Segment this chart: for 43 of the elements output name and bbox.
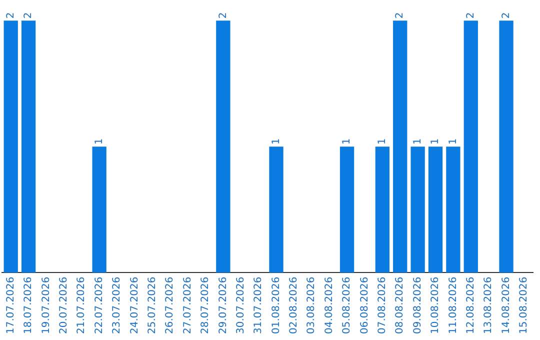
x-tick-label: 28.07.2026 <box>200 276 212 334</box>
x-tick-label: 09.08.2026 <box>412 276 424 334</box>
x-tick-label: 11.08.2026 <box>448 276 459 334</box>
data-label: 1 <box>342 138 353 145</box>
x-tick-label: 21.07.2026 <box>76 276 88 334</box>
x-tick-label: 15.08.2026 <box>518 276 530 334</box>
x-tick-label: 19.07.2026 <box>40 276 52 334</box>
x-tick-label: 01.08.2026 <box>270 276 282 334</box>
x-tick-label: 12.08.2026 <box>465 276 476 334</box>
data-label: 2 <box>465 12 476 19</box>
data-label: 2 <box>500 12 512 19</box>
data-label: 2 <box>394 12 406 19</box>
x-tick-label: 20.07.2026 <box>58 276 70 334</box>
data-label: 1 <box>270 138 282 145</box>
x-tick-label: 22.07.2026 <box>94 276 105 334</box>
x-tick-label: 02.08.2026 <box>288 276 300 334</box>
x-tick-label: 08.08.2026 <box>394 276 406 334</box>
x-tick-label: 10.08.2026 <box>430 276 442 334</box>
data-label: 1 <box>377 138 388 145</box>
x-tick-label: 14.08.2026 <box>500 276 512 334</box>
data-label: 1 <box>412 138 424 145</box>
x-tick-label: 26.07.2026 <box>164 276 176 334</box>
data-label: 2 <box>5 12 16 19</box>
x-tick-label: 04.08.2026 <box>324 276 335 334</box>
x-tick-label: 31.07.2026 <box>253 276 264 334</box>
x-tick-label: 24.07.2026 <box>129 276 140 334</box>
x-tick-label: 23.07.2026 <box>112 276 123 334</box>
x-tick-label: 17.07.2026 <box>5 276 16 334</box>
data-label: 1 <box>448 138 459 145</box>
x-tick-label: 05.08.2026 <box>342 276 353 334</box>
x-tick-label: 25.07.2026 <box>146 276 158 334</box>
x-tick-label: 06.08.2026 <box>359 276 370 334</box>
x-tick-label: 13.08.2026 <box>483 276 494 334</box>
data-label: 1 <box>430 138 442 145</box>
x-tick-label: 27.07.2026 <box>182 276 194 334</box>
data-label: 1 <box>94 138 105 145</box>
x-tick-label: 29.07.2026 <box>218 276 229 334</box>
x-tick-label: 30.07.2026 <box>235 276 246 334</box>
x-tick-label: 07.08.2026 <box>377 276 388 334</box>
data-label: 2 <box>23 12 34 19</box>
data-label: 2 <box>218 12 229 19</box>
x-tick-label: 03.08.2026 <box>306 276 318 334</box>
x-tick-label: 18.07.2026 <box>23 276 34 334</box>
